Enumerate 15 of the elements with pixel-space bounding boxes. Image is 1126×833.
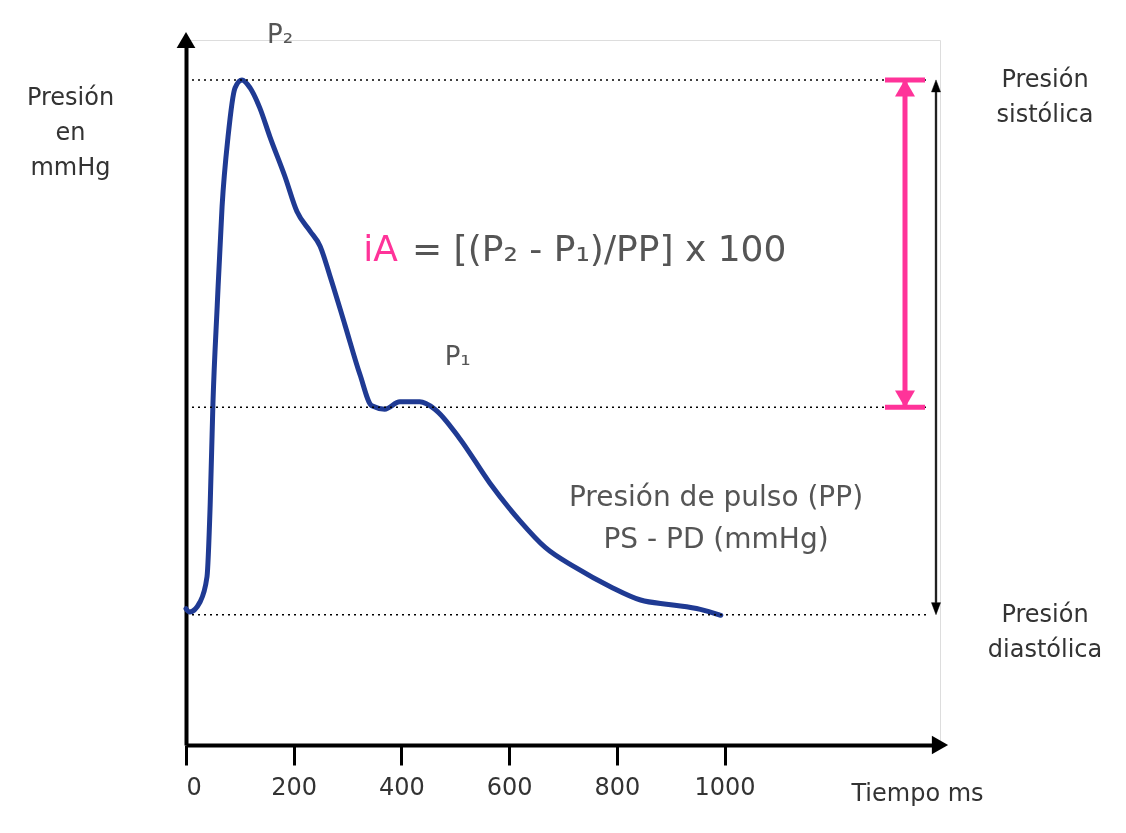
x-tick-label: 200	[271, 772, 318, 801]
x-tick-label: 1000	[694, 772, 756, 801]
x-tick-label: 600	[486, 772, 533, 801]
x-tick-label: 0	[186, 772, 202, 801]
annotation: iA = [(P₂ - P₁)/PP] x 100	[363, 228, 787, 269]
annotation: PS - PD (mmHg)	[603, 522, 829, 555]
annotation: P₁	[444, 340, 471, 371]
annotation: P₂	[266, 18, 294, 49]
ref-line-label: Presión diastólica	[987, 599, 1103, 663]
ref-line-label: Presión sistólica	[996, 64, 1094, 128]
x-axis-title: Tiempo ms	[850, 778, 984, 807]
x-tick-label: 400	[379, 772, 425, 801]
annotation: Presión de pulso (PP)	[568, 480, 864, 513]
y-axis-title: Presión en mmHg	[26, 82, 115, 181]
x-tick-label: 800	[594, 772, 641, 801]
